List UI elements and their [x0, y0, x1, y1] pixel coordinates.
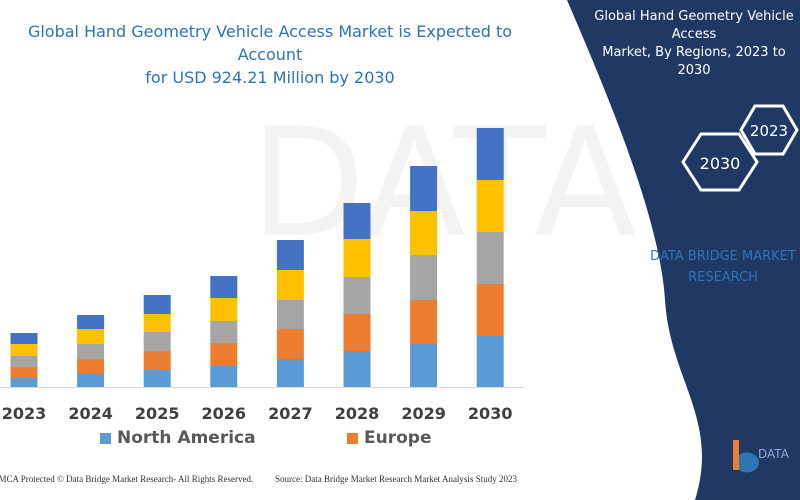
brand-line-2: RESEARCH — [688, 270, 758, 285]
bar-2024-series-0 — [77, 374, 105, 387]
brand-text: DATA BRIDGE MARKET RESEARCH — [648, 246, 798, 288]
hexagon-2030: 2030 — [681, 132, 759, 192]
bar-2027-series-2 — [276, 300, 304, 329]
legend-label: Europe — [364, 428, 432, 448]
x-tick-label: 2028 — [335, 404, 380, 423]
bar-2027-series-0 — [276, 359, 304, 387]
bar-2030-series-0 — [476, 336, 504, 387]
bar-2030-series-3 — [476, 180, 504, 232]
bars — [10, 128, 504, 387]
legend-label: North America — [117, 428, 256, 448]
title-line-1: Global Hand Geometry Vehicle Access Mark… — [27, 22, 513, 64]
bar-2029-series-1 — [410, 300, 438, 344]
bar-2024-series-3 — [77, 329, 105, 344]
hexagon-2023: 2023 — [739, 104, 799, 156]
logo: DATA — [733, 440, 790, 473]
x-ticks: 2023 2024 2025 2026 2027 2028 2029 2030 — [2, 404, 513, 423]
bar-2029-series-2 — [410, 255, 438, 300]
bar-2024-series-1 — [77, 359, 105, 374]
side-panel-bg — [567, 0, 800, 500]
hex-year-2030: 2030 — [700, 154, 741, 173]
copyright-text: DMCA Protected © Data Bridge Market Rese… — [0, 474, 254, 484]
x-tick-label: 2025 — [135, 404, 180, 423]
bar-2026-series-1 — [210, 343, 238, 366]
bar-2027-series-3 — [276, 270, 304, 300]
bar-2023-series-0 — [10, 378, 38, 387]
x-tick-label: 2029 — [401, 404, 446, 423]
bar-2030-series-4 — [476, 128, 504, 180]
bar-2028-series-0 — [343, 351, 371, 387]
bar-2024-series-4 — [77, 315, 105, 329]
bar-2023-series-3 — [10, 344, 38, 356]
bar-2023-series-4 — [10, 333, 38, 344]
x-tick-label: 2026 — [202, 404, 247, 423]
bar-2024-series-2 — [77, 344, 105, 359]
title-line-2: for USD 924.21 Million by 2030 — [145, 68, 395, 87]
bar-2028-series-4 — [343, 203, 371, 239]
x-tick-label: 2023 — [2, 404, 47, 423]
bar-2025-series-1 — [143, 351, 171, 370]
side-title-line-2: Market, By Regions, 2023 to 2030 — [602, 45, 786, 78]
bar-2028-series-2 — [343, 277, 371, 314]
bar-2026-series-0 — [210, 366, 238, 387]
x-tick-label: 2024 — [68, 404, 113, 423]
bar-2028-series-3 — [343, 239, 371, 277]
bar-2025-series-2 — [143, 332, 171, 351]
bar-2026-series-4 — [210, 276, 238, 298]
legend-europe: Europe — [347, 428, 431, 448]
x-tick-label: 2027 — [268, 404, 313, 423]
bar-2030-series-2 — [476, 232, 504, 284]
side-title-line-1: Global Hand Geometry Vehicle Access — [594, 9, 794, 42]
bar-2026-series-2 — [210, 321, 238, 343]
bar-2027-series-1 — [276, 329, 304, 359]
bar-2030-series-1 — [476, 284, 504, 336]
chart-title: Global Hand Geometry Vehicle Access Mark… — [0, 20, 540, 89]
bar-2026-series-3 — [210, 298, 238, 321]
watermark: DATA — [250, 97, 636, 271]
bar-2023-series-1 — [10, 367, 38, 378]
bar-2025-series-3 — [143, 314, 171, 332]
bar-2025-series-0 — [143, 370, 171, 387]
source-text: Source: Data Bridge Market Research Mark… — [275, 474, 517, 484]
bar-2023-series-2 — [10, 356, 38, 367]
bar-2025-series-4 — [143, 295, 171, 314]
legend-swatch — [347, 432, 358, 444]
bar-2029-series-0 — [410, 344, 438, 387]
legend-swatch — [100, 432, 111, 444]
x-tick-label: 2030 — [468, 404, 513, 423]
bar-2028-series-1 — [343, 314, 371, 351]
bar-2029-series-4 — [410, 166, 438, 211]
svg-text:DATA: DATA — [758, 447, 790, 461]
hex-year-2023: 2023 — [750, 122, 788, 140]
brand-line-1: DATA BRIDGE MARKET — [650, 249, 796, 264]
legend-north-america: North America — [100, 428, 256, 448]
bar-2027-series-4 — [276, 240, 304, 270]
side-title: Global Hand Geometry Vehicle Access Mark… — [592, 8, 796, 80]
bar-2029-series-3 — [410, 211, 438, 255]
